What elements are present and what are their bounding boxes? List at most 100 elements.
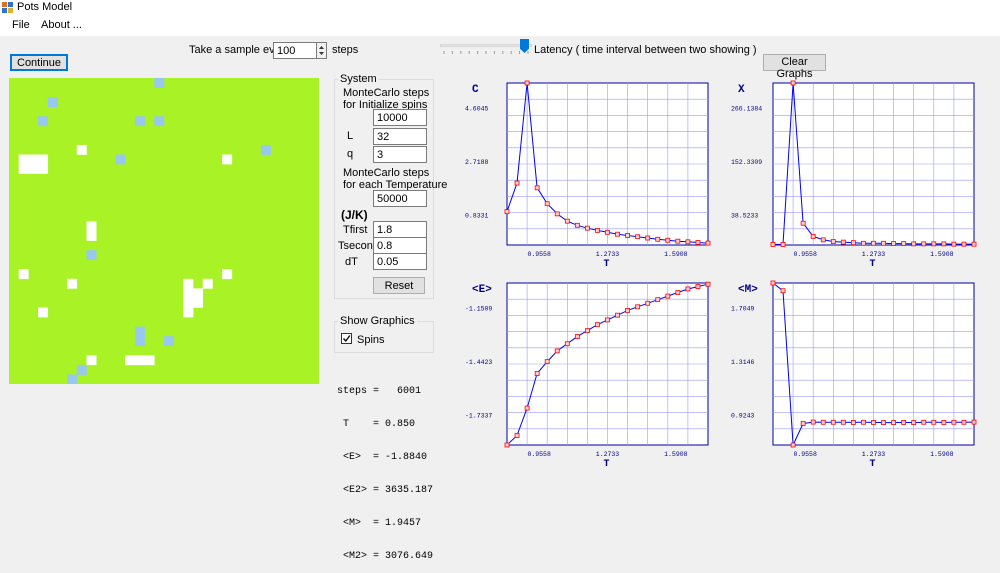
y-tick-label: 152.3309 (731, 159, 762, 166)
clear-graphs-button[interactable]: Clear Graphs (763, 54, 826, 80)
spin-cell (183, 288, 194, 299)
data-point (524, 80, 530, 86)
sample-interval-spinner[interactable] (316, 42, 327, 59)
spin-cell (115, 154, 126, 165)
spin-cell (28, 164, 39, 174)
q-input[interactable]: 3 (373, 146, 427, 163)
spin-cell (38, 164, 49, 174)
data-point (971, 419, 977, 425)
data-point (901, 420, 907, 425)
data-point (780, 242, 786, 247)
data-point (820, 419, 826, 425)
data-point (695, 240, 701, 245)
data-point (504, 209, 510, 215)
data-point (800, 220, 806, 226)
spins-checkbox[interactable] (341, 333, 352, 344)
data-point (810, 234, 816, 239)
data-point (840, 419, 846, 425)
y-axis-label: <M> (738, 284, 758, 296)
y-tick-label: 0.8331 (465, 212, 489, 219)
data-point (564, 341, 570, 347)
continue-button[interactable]: Continue (10, 54, 68, 71)
data-point (534, 371, 540, 376)
stat-magnetization: <M> = 1.9457 (337, 518, 422, 529)
data-point (790, 80, 796, 86)
window-title: Pots Model (17, 1, 73, 13)
tfirst-label: Tfirst (343, 224, 368, 236)
spin-cell (134, 355, 145, 366)
x-tick-label: 1.5908 (930, 251, 954, 258)
data-point (810, 419, 816, 425)
spin-cell (18, 154, 29, 165)
checkmark-icon (343, 335, 351, 343)
spin-cell (67, 374, 78, 384)
data-point (921, 241, 927, 247)
spin-cell (28, 154, 39, 165)
system-group-title: System (338, 73, 379, 85)
latency-slider[interactable] (440, 38, 532, 58)
spin-cell (86, 221, 97, 232)
data-point (871, 240, 876, 246)
stat-steps: steps = 6001 (337, 386, 422, 397)
tfirst-input[interactable]: 1.8 (373, 221, 427, 238)
reset-button[interactable]: Reset (373, 277, 425, 294)
data-point (554, 211, 560, 217)
data-point (871, 420, 876, 425)
y-tick-label: 2.7188 (465, 159, 489, 166)
L-input[interactable]: 32 (373, 128, 427, 145)
sample-label: Take a sample every (189, 44, 290, 56)
data-point (861, 419, 866, 425)
data-point (655, 297, 661, 303)
spin-cell (38, 116, 49, 127)
slider-thumb[interactable] (520, 39, 529, 53)
data-point (840, 239, 846, 245)
spin-cell (193, 297, 204, 308)
data-point (645, 300, 651, 306)
chart-magnetization: <M> T 1.7049 1.3146 0.9243 0.9558 1.2733 1.5908 (731, 280, 977, 467)
data-point (685, 239, 691, 245)
data-point (585, 225, 590, 231)
data-point (595, 322, 600, 328)
data-point (635, 234, 641, 240)
dt-input[interactable]: 0.05 (373, 253, 427, 270)
x-axis-label: T (604, 459, 610, 467)
data-point (514, 180, 520, 186)
spin-cell (76, 364, 87, 375)
x-tick-label: 1.5908 (664, 451, 688, 458)
mc-init-input[interactable]: 10000 (373, 109, 427, 126)
spin-cell (154, 116, 165, 127)
x-tick-label: 1.5908 (930, 451, 954, 458)
y-tick-label: -1.1509 (465, 306, 492, 313)
data-point (605, 317, 610, 323)
sample-interval-input[interactable]: 100 (273, 42, 317, 59)
data-point (830, 419, 836, 425)
spin-cell (18, 269, 29, 280)
app-icon (2, 2, 13, 13)
data-point (595, 227, 600, 233)
chart-susceptibility: X T 266.1384 152.3309 38.5233 0.9558 1.2733 1.5… (731, 80, 977, 267)
data-point (901, 241, 907, 246)
menu-about[interactable]: About ... (41, 19, 82, 31)
data-point (861, 240, 866, 246)
menu-file[interactable]: File (12, 19, 30, 31)
spin-cell (183, 278, 194, 289)
chart-energy: <E> T -1.1509 -1.4423 -1.7337 0.9558 1.2733 1.5… (465, 281, 711, 467)
spin-cell (125, 355, 136, 366)
x-tick-label: 1.5908 (664, 251, 688, 258)
L-label: L (347, 130, 354, 142)
x-tick-label: 0.9558 (527, 251, 551, 258)
spin-cell (260, 144, 271, 155)
data-point (705, 281, 711, 287)
data-point (665, 237, 671, 243)
tsecond-input[interactable]: 0.8 (373, 237, 427, 254)
data-point (881, 420, 886, 425)
spin-lattice (9, 78, 319, 384)
y-axis-label: <E> (472, 284, 492, 296)
data-point (911, 420, 917, 425)
data-point (705, 240, 711, 246)
data-point (574, 222, 580, 228)
slider-track (440, 44, 532, 47)
mc-temp-input[interactable]: 50000 (373, 190, 427, 207)
data-point (554, 348, 560, 354)
data-point (534, 185, 540, 191)
